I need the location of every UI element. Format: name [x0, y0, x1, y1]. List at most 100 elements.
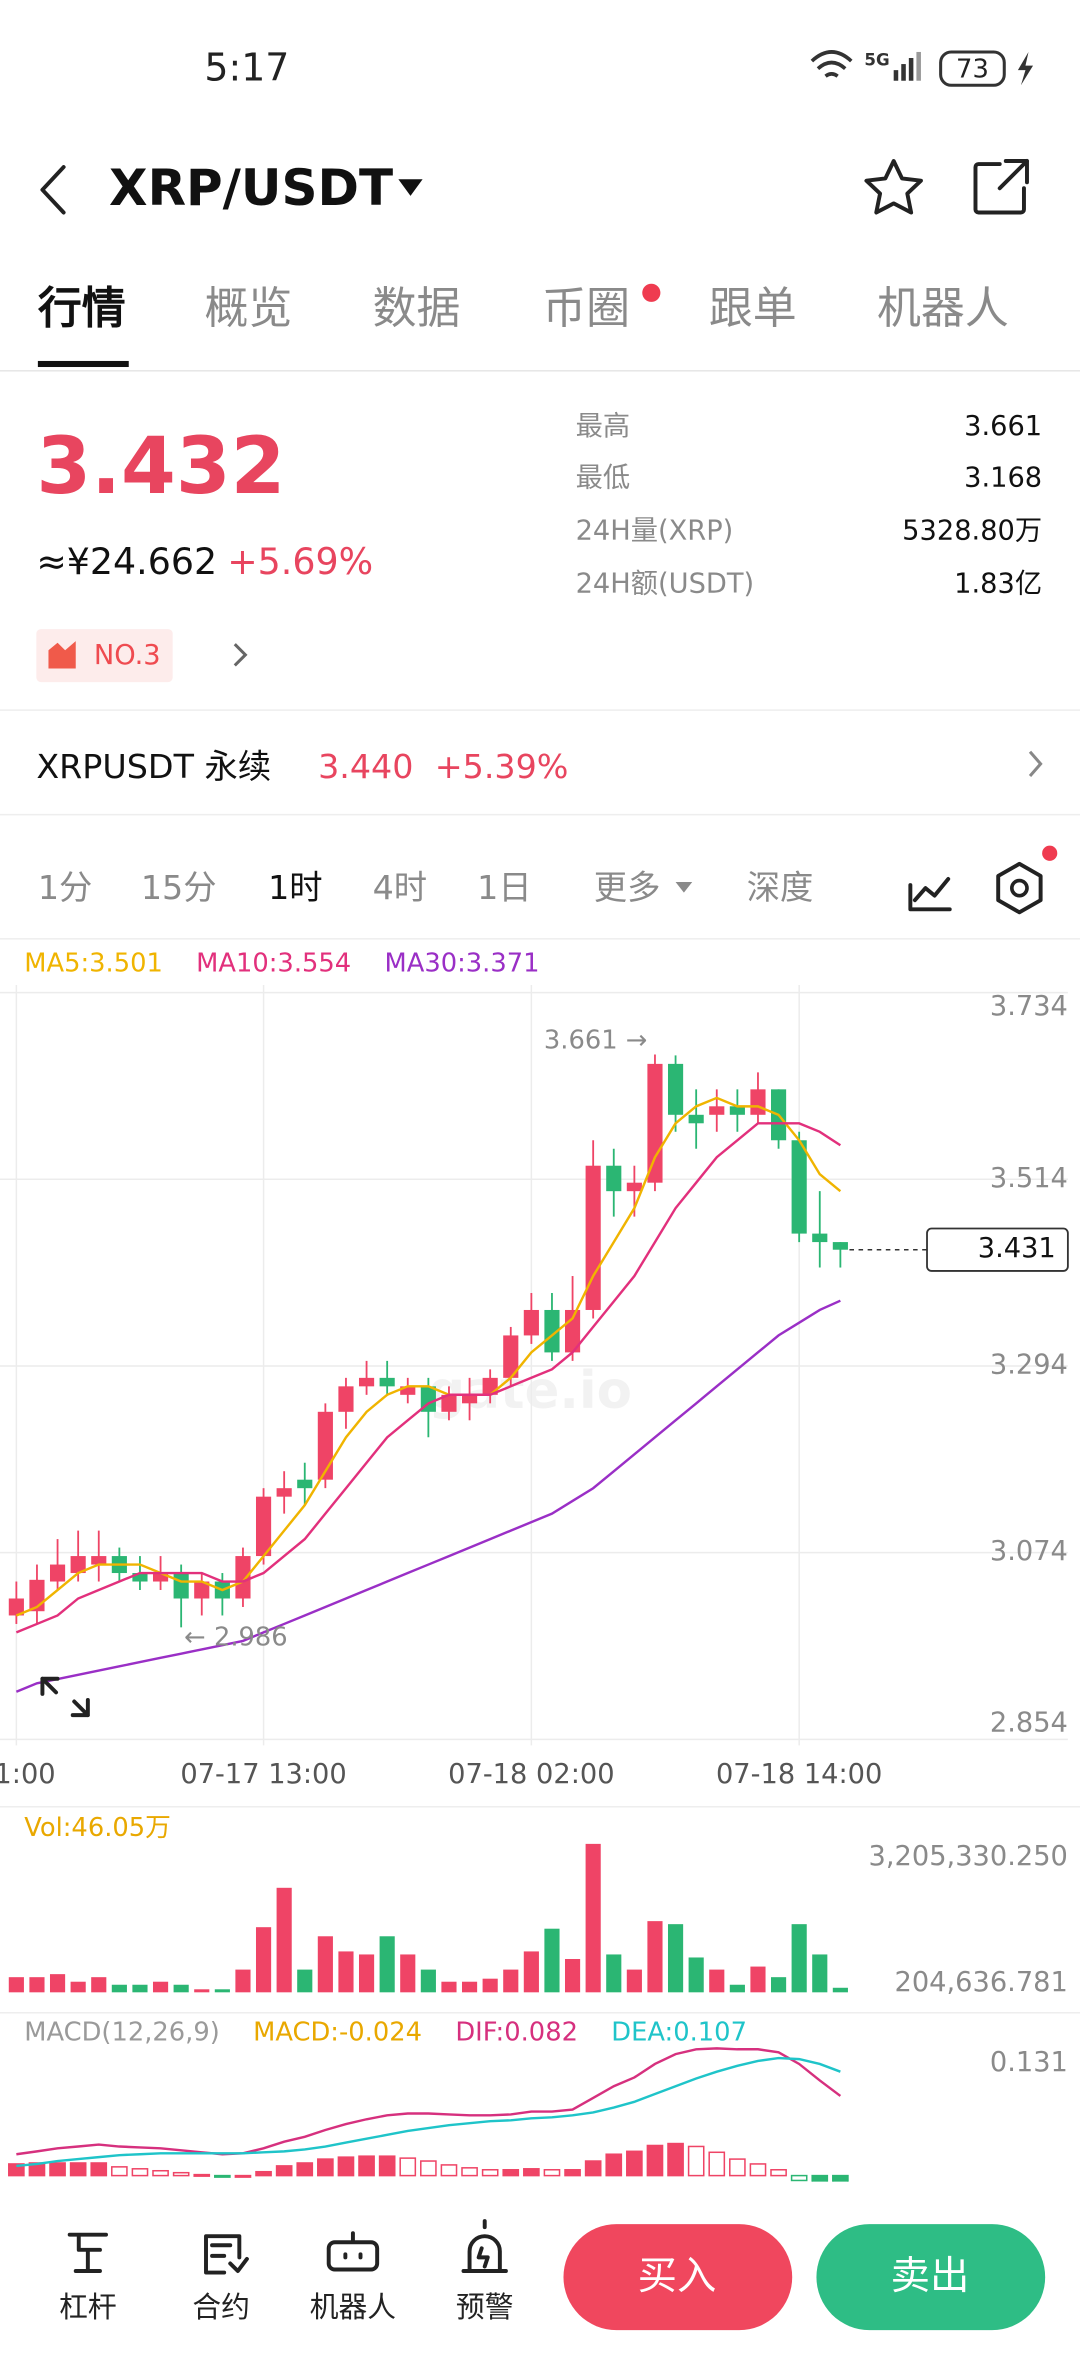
y-tick-label: 204,636.781	[895, 1967, 1068, 1998]
candle-body	[49, 1564, 66, 1582]
chevron[interactable]	[233, 643, 248, 667]
candle-body	[832, 1242, 848, 1250]
rank-label: NO.3	[94, 640, 161, 671]
high-annotation: 3.661 →	[544, 1025, 647, 1055]
favorite-button[interactable]	[864, 159, 923, 215]
pair-dropdown[interactable]	[398, 179, 423, 196]
volume-bar	[667, 1924, 684, 1993]
macd-bar	[255, 2170, 272, 2177]
macd-bar	[440, 2164, 458, 2177]
ma-line	[15, 1122, 842, 1634]
sell-button[interactable]	[816, 2224, 1046, 2331]
candle-body	[297, 1479, 313, 1489]
tab[interactable]: 概览	[204, 283, 292, 334]
robot-icon[interactable]	[326, 2231, 380, 2272]
candle-body	[276, 1488, 292, 1497]
candle-body	[606, 1165, 622, 1192]
macd-bar	[523, 2168, 540, 2177]
x-tick-label: 07-18 02:00	[448, 1759, 614, 1790]
tab[interactable]: 机器人	[877, 283, 1009, 334]
y-tick-label: 0.131	[990, 2047, 1068, 2078]
volume-bar	[503, 1969, 519, 1993]
volume-bar	[8, 1977, 24, 1993]
price-change: +5.69%	[227, 540, 373, 583]
x-tick-label: 07-18 14:00	[716, 1759, 882, 1790]
macd-bar	[790, 2174, 808, 2182]
stat-value: 5328.80万	[902, 516, 1042, 547]
volume-bar	[482, 1978, 498, 1993]
candle-body	[338, 1386, 354, 1412]
perpetual-name: XRPUSDT 永续	[36, 747, 271, 786]
tab[interactable]: 跟单	[709, 283, 797, 334]
candle-body	[523, 1309, 539, 1336]
x-tick-label: 07-17 13:00	[180, 1759, 346, 1790]
leverage-icon[interactable]	[67, 2232, 108, 2273]
settings-button[interactable]	[996, 861, 1043, 915]
macd-bar	[646, 2144, 664, 2177]
sell-label[interactable]: 卖出	[891, 2253, 970, 2299]
futures-icon[interactable]	[204, 2234, 249, 2275]
buy-button[interactable]	[563, 2224, 793, 2331]
fullscreen-button[interactable]	[40, 1676, 90, 1718]
divider	[0, 1806, 1080, 1808]
y-tick-label: 3.734	[990, 991, 1068, 1022]
perpetual-row[interactable]: XRPUSDT 永续 3.440 +5.39%	[36, 747, 1043, 786]
pair-title[interactable]: XRP/USDT	[109, 159, 393, 217]
macd-bar	[378, 2155, 396, 2177]
volume-bar	[606, 1954, 622, 1993]
candle-body	[173, 1573, 189, 1599]
interval[interactable]: 15分	[141, 868, 217, 907]
nav-label[interactable]: 合约	[192, 2290, 250, 2324]
interval[interactable]: 1分	[38, 868, 93, 907]
interval[interactable]: 更多	[594, 868, 661, 907]
y-tick-label: 3,205,330.250	[869, 1841, 1068, 1872]
nav-label[interactable]: 机器人	[310, 2290, 396, 2324]
tab[interactable]: 币圈	[542, 283, 630, 334]
volume-bar	[688, 1957, 704, 1993]
nav-label[interactable]: 预警	[456, 2290, 514, 2324]
buy-label[interactable]: 买入	[638, 2253, 717, 2299]
x-tick-label: 01:00	[0, 1759, 56, 1790]
volume-bar	[194, 1989, 210, 1993]
candle-body	[750, 1089, 766, 1115]
macd-bar	[90, 2162, 108, 2177]
macd-line	[16, 2056, 841, 2168]
macd-bar	[667, 2142, 684, 2177]
y-tick-label: 3.074	[990, 1536, 1068, 1567]
cny-price: ≈¥24.662	[36, 540, 217, 583]
macd-bar	[234, 2174, 252, 2178]
macd-bar	[564, 2169, 581, 2177]
volume-title: Vol:46.05万	[24, 1813, 171, 1843]
volume-bar	[49, 1974, 66, 1993]
interval[interactable]: 深度	[747, 868, 814, 907]
macd-bar	[49, 2162, 66, 2177]
candle-body	[379, 1377, 395, 1387]
macd-bar	[337, 2156, 355, 2177]
macd-bar	[193, 2173, 211, 2177]
candle-body	[647, 1063, 663, 1183]
volume-bar	[812, 1954, 828, 1993]
volume-bar	[152, 1981, 169, 1993]
dropdown-arrow	[675, 882, 693, 893]
nav-label[interactable]: 杠杆	[59, 2290, 117, 2324]
interval[interactable]: 1日	[477, 868, 532, 907]
share-button[interactable]	[973, 159, 1029, 215]
stat-label: 最高	[576, 411, 631, 442]
tab[interactable]: 行情	[38, 283, 126, 334]
rank-badge[interactable]	[36, 629, 173, 683]
macd-bar	[131, 2168, 149, 2177]
macd-bar	[687, 2145, 705, 2177]
tab[interactable]: 数据	[373, 283, 461, 334]
candle-body	[70, 1556, 86, 1574]
back-button[interactable]	[40, 165, 66, 215]
alert-icon[interactable]	[461, 2219, 508, 2273]
interval[interactable]: 4时	[373, 868, 428, 907]
macd-bar	[214, 2174, 231, 2178]
battery-level: 73	[956, 55, 989, 85]
stat-label: 24H额(USDT)	[576, 569, 755, 600]
notification-dot	[1042, 845, 1058, 861]
macd-plot	[8, 2047, 849, 2182]
indicator-button[interactable]	[908, 877, 952, 912]
interval[interactable]: 1时	[268, 868, 323, 907]
